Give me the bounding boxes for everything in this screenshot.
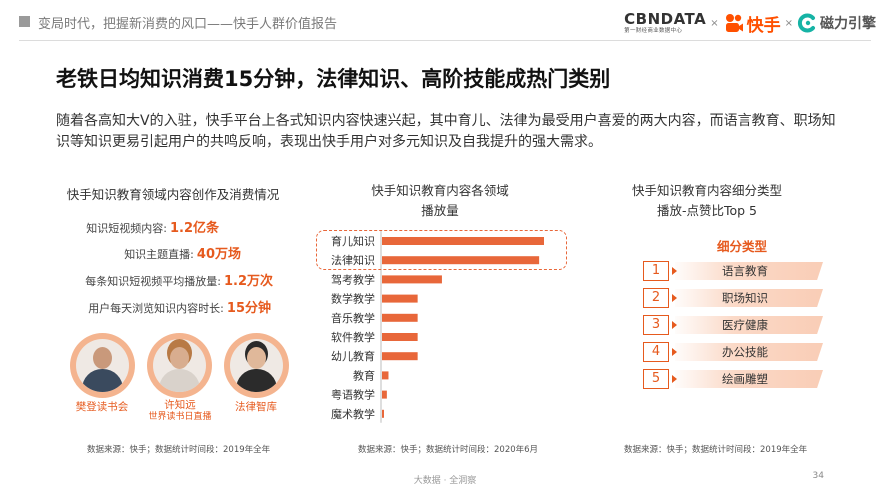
rank-number: 4 — [643, 342, 669, 362]
chart-bar — [382, 409, 384, 418]
stat-value: 1.2万次 — [223, 274, 273, 289]
stat-value: 40万场 — [196, 247, 241, 262]
intro-paragraph: 随着各高知大V的入驻，快手平台上各式知识内容快速兴起，其中育儿、法律为最受用户喜… — [56, 113, 836, 150]
rank-bar-background — [675, 343, 823, 361]
cbndata-logo-subtitle: 第一财经商业数据中心 — [624, 27, 683, 34]
arrow-right-icon — [672, 294, 677, 302]
chart-category-label: 法律知识 — [331, 253, 375, 267]
left-source-note: 数据来源：快手；数据统计时间段：2019年全年 — [87, 445, 271, 455]
avatar-label: 樊登读书会 — [75, 401, 129, 413]
chart-category-label: 魔术教学 — [331, 407, 375, 421]
right-source-note: 数据来源：快手；数据统计时间段：2019年全年 — [624, 445, 808, 455]
right-panel-title: 快手知识教育内容细分类型 播放-点赞比Top 5 — [617, 181, 797, 221]
chart-category-label: 教育 — [353, 368, 375, 382]
avatar-fandeng — [70, 333, 135, 398]
avatar-label: 许知远 — [164, 399, 196, 411]
arrow-right-icon — [672, 267, 677, 275]
cbndata-logo: CBNDATA 第一财经商业数据中心 — [624, 9, 707, 35]
avatar-label: 法律智库 — [235, 401, 277, 413]
middle-panel-title-line2: 播放量 — [421, 203, 459, 218]
stat-label: 知识主题直播: — [124, 248, 194, 261]
chart-category-label: 数学教学 — [331, 292, 375, 306]
chart-category-label: 育儿知识 — [331, 234, 375, 248]
right-panel-title-line2: 播放-点赞比Top 5 — [656, 203, 758, 218]
avatar-falvzhiku — [224, 333, 289, 398]
page-headline: 老铁日均知识消费15分钟，法律知识、高阶技能成热门类别 — [56, 67, 611, 91]
cili-engine-logo-text: 磁力引擎 — [820, 16, 876, 32]
partner-logos: CBNDATA 第一财经商业数据中心 × 快手 × 磁力引擎 — [624, 8, 876, 38]
page-number: 34 — [812, 471, 824, 481]
arrow-right-icon — [672, 348, 677, 356]
rank-item: 1 语言教育 — [643, 261, 823, 281]
left-panel-title: 快手知识教育领域内容创作及消费情况 — [66, 187, 280, 202]
avatar-xuzhiyuan — [147, 333, 212, 398]
rank-number: 3 — [643, 315, 669, 335]
header-divider — [19, 40, 871, 41]
stat-daily-time: 用户每天浏览知识内容时长: 15分钟 — [88, 297, 271, 316]
stat-live-streams: 知识主题直播: 40万场 — [124, 243, 241, 262]
rank-label: 医疗健康 — [722, 318, 768, 332]
chart-bar — [382, 256, 540, 265]
top-two-highlight-box — [316, 230, 567, 270]
cbndata-logo-text: CBNDATA — [624, 9, 707, 28]
rank-label: 绘画雕塑 — [722, 372, 768, 386]
kuaishou-icon — [725, 14, 743, 32]
chart-category-label: 幼儿教育 — [331, 349, 375, 363]
cili-engine-icon — [797, 13, 815, 33]
stat-avg-plays: 每条知识短视频平均播放量: 1.2万次 — [85, 270, 273, 289]
person-avatar-icon — [70, 333, 135, 398]
chart-bar — [382, 333, 418, 341]
chart-category-label: 驾考教学 — [331, 272, 375, 286]
stat-label: 用户每天浏览知识内容时长: — [88, 302, 224, 315]
stat-knowledge-videos: 知识短视频内容: 1.2亿条 — [86, 217, 219, 236]
rank-item: 5 绘画雕塑 — [643, 369, 823, 389]
chart-bar — [382, 390, 387, 399]
right-panel-title-line1: 快手知识教育内容细分类型 — [631, 183, 782, 198]
stat-value: 1.2亿条 — [169, 221, 219, 236]
person-avatar-icon — [224, 333, 289, 398]
person-avatar-icon — [147, 333, 212, 398]
header-square-icon — [19, 16, 30, 27]
chart-bar — [382, 352, 418, 361]
rank-label: 语言教育 — [722, 264, 768, 278]
kuaishou-logo-text: 快手 — [746, 15, 781, 36]
chart-bar — [382, 294, 418, 303]
arrow-right-icon — [672, 375, 677, 383]
middle-source-note: 数据来源：快手；数据统计时间段：2020年6月 — [358, 445, 539, 455]
chart-bar — [382, 275, 442, 284]
rank-bar-background — [675, 289, 823, 307]
rank-number: 2 — [643, 288, 669, 308]
chart-bar — [382, 313, 418, 322]
rank-number: 1 — [643, 261, 669, 281]
stat-label: 知识短视频内容: — [86, 222, 167, 235]
arrow-right-icon — [672, 321, 677, 329]
category-column-title: 细分类型 — [717, 239, 768, 254]
chart-category-label: 粤语教学 — [331, 388, 375, 402]
middle-panel-title-line1: 快手知识教育内容各领域 — [371, 183, 509, 198]
rank-item: 3 医疗健康 — [643, 315, 823, 335]
rank-label: 办公技能 — [722, 345, 768, 359]
rank-bar-background — [675, 262, 823, 280]
rank-label: 职场知识 — [722, 291, 768, 305]
stat-value: 15分钟 — [226, 301, 271, 316]
logo-separator: × — [784, 17, 793, 29]
rank-item: 2 职场知识 — [643, 288, 823, 308]
avatar-sublabel: 世界读书日直播 — [148, 412, 212, 422]
rank-item: 4 办公技能 — [643, 342, 823, 362]
kuaishou-logo: 快手 — [723, 11, 781, 36]
report-title: 变局时代，把握新消费的风口——快手人群价值报告 — [38, 17, 338, 32]
rank-number: 5 — [643, 369, 669, 389]
footer-tagline: 大数据 · 全洞察 — [413, 476, 477, 486]
chart-bar — [382, 371, 389, 380]
chart-category-label: 音乐教学 — [331, 311, 375, 325]
chart-category-label: 软件教学 — [331, 330, 375, 344]
stat-label: 每条知识短视频平均播放量: — [85, 275, 221, 288]
rank-bar-background — [675, 370, 823, 388]
middle-panel-title: 快手知识教育内容各领域 播放量 — [340, 181, 540, 221]
chart-bar — [382, 237, 544, 245]
rank-bar-background — [675, 316, 823, 334]
logo-separator: × — [710, 17, 719, 29]
cili-engine-logo: 磁力引擎 — [797, 13, 876, 33]
